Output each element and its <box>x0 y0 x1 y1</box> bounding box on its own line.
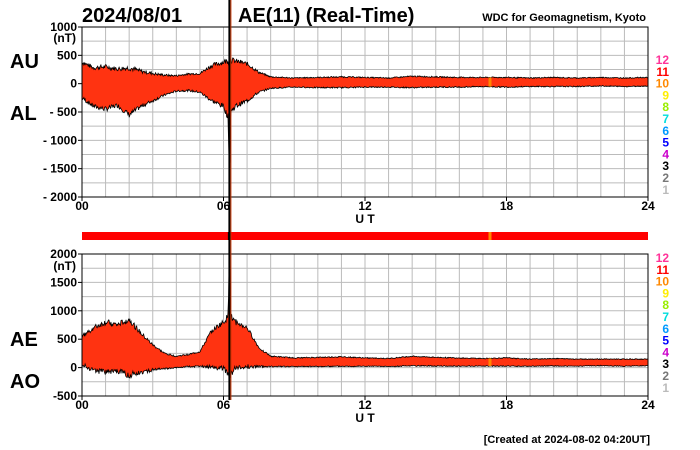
al-side-label: AL <box>10 103 37 125</box>
y-tick-label: - 1500 <box>43 162 77 176</box>
level-legend-item: 5 <box>662 334 669 348</box>
level-legend-item: 10 <box>656 77 670 91</box>
level-legend-item: 5 <box>662 136 669 150</box>
level-legend-item: 6 <box>662 322 669 336</box>
ae-ao-y-ticks: 2000 1500 1000 500 0 -500 <box>50 247 82 403</box>
y-tick-label: 1500 <box>50 275 77 289</box>
y-tick-label: 1000 <box>50 304 77 318</box>
level-legend-item: 7 <box>662 112 669 126</box>
level-legend-item: 4 <box>662 147 669 161</box>
level-legend-item: 8 <box>662 298 669 312</box>
level-legend-item: 11 <box>656 263 669 277</box>
x-tick-label: 24 <box>641 199 655 213</box>
created-timestamp: [Created at 2024-08-02 04:20UT] <box>484 434 651 446</box>
level-legend-item: 1 <box>662 183 669 197</box>
x-tick-label: 18 <box>500 398 514 412</box>
level-legend-item: 12 <box>656 53 670 67</box>
level-legend-item: 11 <box>656 65 669 79</box>
level-legend-item: 4 <box>662 345 669 359</box>
y-tick-label: 1000 <box>50 20 77 34</box>
level-legend-item: 2 <box>662 369 669 383</box>
au-al-x-ticks: 00 06 12 18 24 <box>75 197 655 213</box>
x-tick-label: 12 <box>358 199 372 213</box>
ae-ao-x-ticks: 00 06 12 18 24 <box>75 396 655 412</box>
level-legend-item: 9 <box>662 88 669 102</box>
ao-side-label: AO <box>10 371 40 393</box>
ae-ao-area <box>82 258 648 378</box>
ae-line <box>81 258 649 361</box>
ae-side-label: AE <box>10 329 38 351</box>
x-tick-label: 00 <box>75 398 89 412</box>
level-legend-item: 8 <box>662 100 669 114</box>
ae-ao-unit-label: (nT) <box>53 259 76 273</box>
level-legend-item: 3 <box>662 159 669 173</box>
x-tick-label: 00 <box>75 199 89 213</box>
y-tick-label: 0 <box>70 361 77 375</box>
level-bar-mark <box>488 232 492 240</box>
level-legend-item: 6 <box>662 124 669 138</box>
activity-level-bar <box>82 232 648 240</box>
al-line <box>81 84 649 167</box>
ae-ao-grid <box>81 253 649 397</box>
source-label: WDC for Geomagnetism, Kyoto <box>482 12 646 24</box>
y-tick-label: 500 <box>57 332 77 346</box>
y-tick-label: - 1000 <box>43 133 77 147</box>
index-title: AE(11) (Real-Time) <box>238 5 414 27</box>
level-legend-item: 9 <box>662 286 669 300</box>
level-bar-fill <box>82 232 648 240</box>
ae-ao-x-axis-label: U T <box>355 411 375 425</box>
au-al-area <box>82 57 648 167</box>
au-al-grid <box>81 26 649 198</box>
au-al-unit-label: (nT) <box>53 31 76 45</box>
au-side-label: AU <box>10 51 39 73</box>
level-legend-item: 12 <box>656 251 670 265</box>
level-legend-item: 1 <box>662 381 669 395</box>
x-tick-label: 18 <box>500 199 514 213</box>
ao-line <box>81 362 649 379</box>
au-al-x-axis-label: U T <box>355 212 375 226</box>
date-title: 2024/08/01 <box>82 5 182 27</box>
x-tick-label: 12 <box>358 398 372 412</box>
y-tick-label: - 2000 <box>43 190 77 204</box>
x-tick-label: 06 <box>217 199 231 213</box>
level-legend-item: 7 <box>662 310 669 324</box>
y-tick-label: 0 <box>70 77 77 91</box>
y-tick-label: 2000 <box>50 247 77 261</box>
y-tick-label: - 500 <box>50 105 78 119</box>
level-legend-item: 10 <box>656 275 670 289</box>
x-tick-label: 24 <box>641 398 655 412</box>
y-tick-label: 500 <box>57 48 77 62</box>
level-legend-item: 3 <box>662 357 669 371</box>
level-legend-item: 2 <box>662 171 669 185</box>
au-line <box>81 57 649 80</box>
x-tick-label: 06 <box>217 398 231 412</box>
au-al-y-ticks: 1000 500 0 - 500 - 1000 - 1500 - 2000 <box>43 20 82 204</box>
y-tick-label: -500 <box>53 389 77 403</box>
